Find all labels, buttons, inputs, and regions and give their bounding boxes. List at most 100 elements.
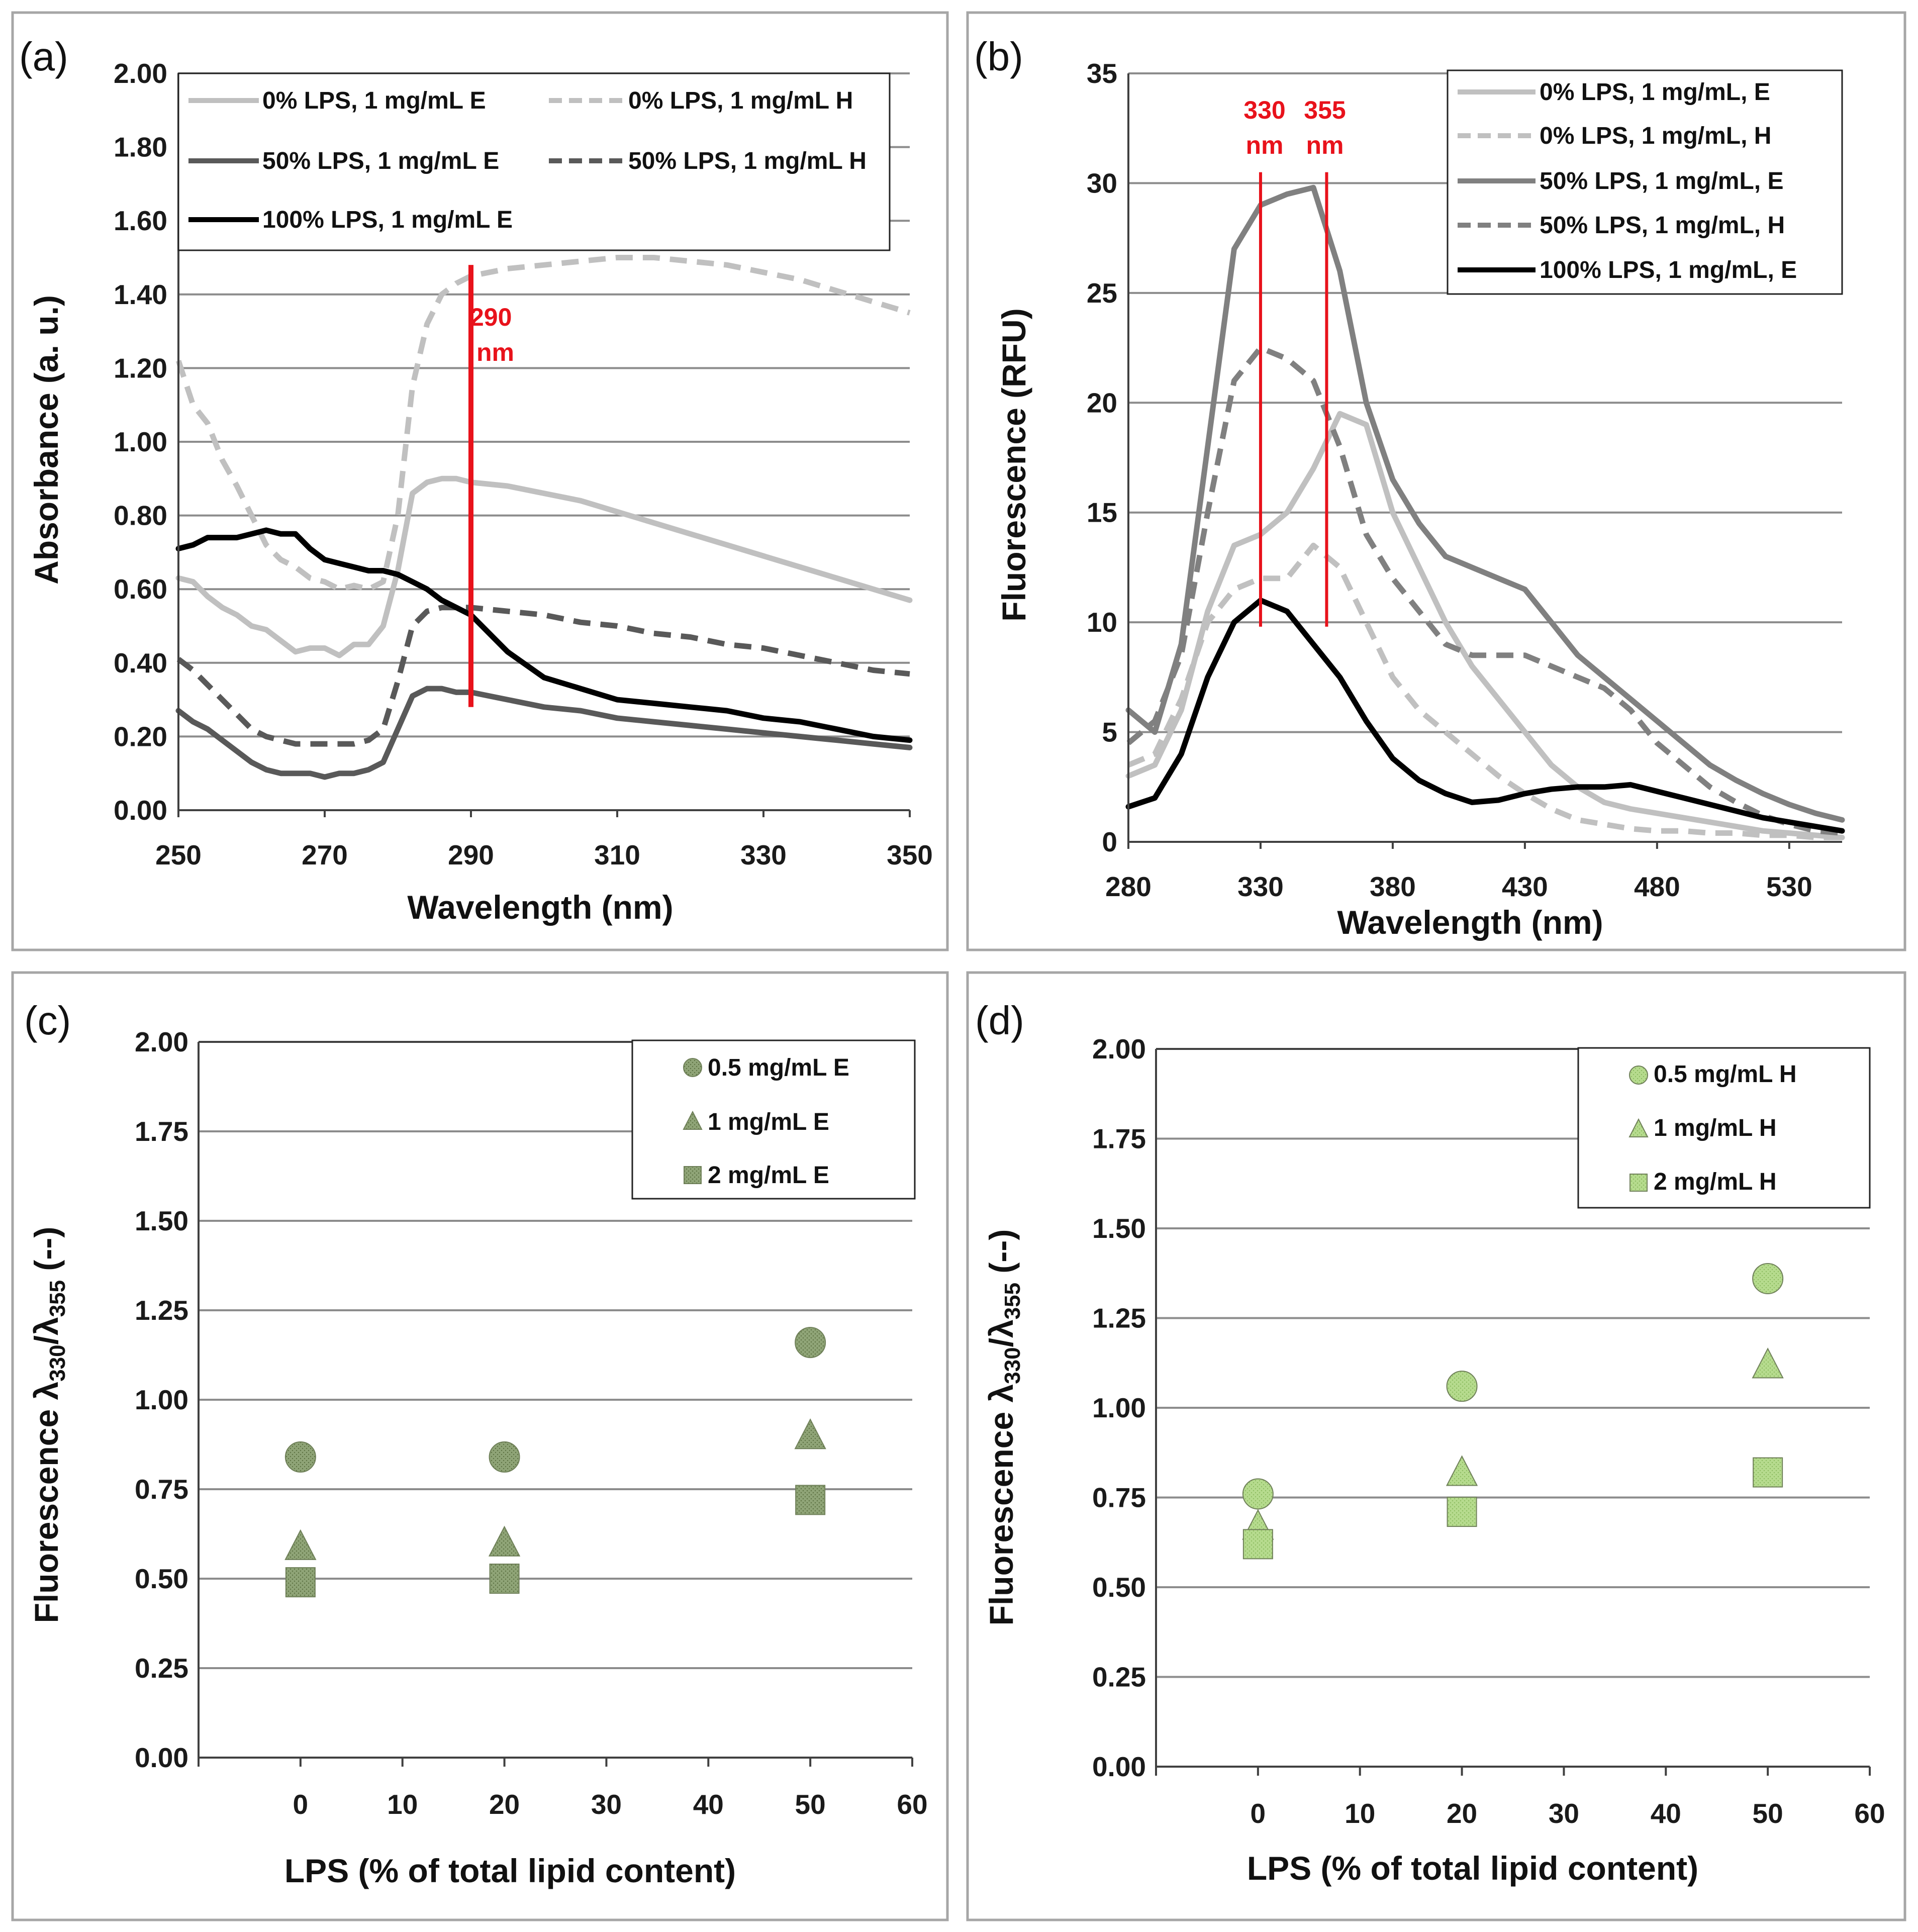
panel-a-ytick-0.40: 0.40	[114, 647, 167, 679]
panel-d-xtick-20: 20	[1447, 1798, 1477, 1829]
panel-d-axes	[1155, 1048, 1871, 1776]
panel-c-tick-labels: 0.00 0.25 0.50 0.75 1.00 1.25 1.50 1.75 2.00 0 10 2…	[135, 1026, 928, 1820]
panel-d-xtick-30: 30	[1549, 1798, 1579, 1829]
panel-d-point-square-2	[1753, 1457, 1783, 1488]
panel-d-y-label-sub2: 355	[1000, 1283, 1025, 1319]
panel-d-label: (d)	[975, 998, 1024, 1043]
panel-c-y-label-sub2: 355	[45, 1280, 70, 1317]
panel-a-legend: 0% LPS, 1 mg/mL E 0% LPS, 1 mg/mL H 50% …	[177, 72, 891, 251]
panel-b-ytick-5: 5	[1102, 717, 1117, 748]
panel-b-ytick-30: 30	[1087, 167, 1117, 199]
panel-d-ytick-1.75: 1.75	[1092, 1123, 1146, 1154]
panel-a-series-line-3	[176, 605, 910, 747]
panel-c-point-triangle-2	[794, 1418, 826, 1450]
panel-a-series	[175, 255, 913, 780]
panel-d-xtick-10: 10	[1345, 1798, 1375, 1829]
panel-c-point-circle-1	[489, 1441, 520, 1473]
panel-d: (d) 0.00 0.25 0.50 0.75 1.00 1.25 1.50 1.75 2.00…	[966, 971, 1906, 1921]
legend-label-1: 0% LPS, 1 mg/mL H	[628, 87, 853, 114]
panel-d-point-circle-0	[1242, 1478, 1274, 1510]
panel-d-ytick-1.50: 1.50	[1092, 1213, 1146, 1244]
panel-a-xtick-350: 350	[887, 839, 933, 871]
panel-b-series-line-0	[1125, 411, 1845, 840]
panel-b-series-line-2	[1125, 184, 1845, 823]
panel-d-ytick-1.25: 1.25	[1092, 1303, 1146, 1334]
panel-c-xtick-0: 0	[293, 1789, 309, 1820]
panel-d-point-square-1	[1447, 1497, 1477, 1527]
panel-b-ytick-20: 20	[1087, 387, 1117, 418]
panel-a-y-axis-label: Absorbance (a. u.)	[28, 295, 65, 585]
panel-d-point-circle-1	[1446, 1371, 1478, 1402]
panel-b-annotation-330-unit: nm	[1246, 131, 1284, 159]
panel-a-ytick-1.20: 1.20	[114, 352, 167, 383]
panel-a-series-line-0	[175, 475, 913, 658]
panel-c-ytick-1.25: 1.25	[135, 1295, 188, 1326]
panel-c-point-triangle-1	[488, 1525, 521, 1557]
panel-b-y-axis-label: Fluorescence (RFU)	[995, 308, 1032, 621]
panel-c-legend: 0.5 mg/mL E 1 mg/mL E 2 mg/mL E	[631, 1039, 916, 1200]
panel-d-y-label-end: (--)	[983, 1229, 1020, 1283]
panel-a-annotation-unit: nm	[476, 338, 514, 366]
panel-b-xtick-480: 480	[1634, 871, 1680, 902]
panel-d-points	[1242, 1263, 1784, 1560]
legend-label-3: 50% LPS, 1 mg/mL H	[628, 148, 867, 174]
panel-b-xtick-330: 330	[1237, 871, 1284, 902]
panel-d-xtick-40: 40	[1651, 1798, 1681, 1829]
panel-c-legend-marker-2	[684, 1166, 702, 1184]
panel-c-ytick-0.00: 0.00	[135, 1742, 188, 1773]
panel-d-xtick-0: 0	[1251, 1798, 1266, 1829]
panel-d-y-axis-label: Fluorescence λ330/λ355 (--)	[983, 1229, 1025, 1626]
legend-label-2: 50% LPS, 1 mg/mL E	[262, 148, 499, 174]
panel-b-marker-lines	[1259, 172, 1328, 627]
panel-c-point-circle-2	[795, 1327, 826, 1359]
panel-c-ytick-0.75: 0.75	[135, 1474, 188, 1505]
panel-a-x-axis-label: Wavelength (nm)	[407, 889, 673, 926]
panel-c-xtick-50: 50	[795, 1789, 826, 1820]
panel-a-legend-box	[177, 72, 891, 251]
legend-label-4: 100% LPS, 1 mg/mL E	[262, 207, 513, 233]
panel-a-ytick-0.20: 0.20	[114, 721, 167, 752]
legend-label-c2: 2 mg/mL E	[708, 1162, 829, 1189]
panel-b-xtick-430: 430	[1502, 871, 1548, 902]
panel-a-ytick-1.00: 1.00	[114, 426, 167, 457]
panel-a-series-line-4	[175, 527, 913, 743]
panel-d-y-label-main: Fluorescence λ	[983, 1384, 1020, 1626]
panel-a-ytick-0.00: 0.00	[114, 795, 167, 826]
panel-d-x-axis-label: LPS (% of total lipid content)	[1247, 1850, 1698, 1887]
panel-d-ytick-0.75: 0.75	[1092, 1482, 1146, 1513]
panel-c-legend-box	[631, 1039, 916, 1200]
panel-a-tick-labels: 0.00 0.20 0.40 0.60 0.80 1.00 1.20 1.40 1.60 1.80…	[114, 58, 933, 871]
panel-d-xtick-60: 60	[1854, 1798, 1885, 1829]
panel-c-xtick-10: 10	[387, 1789, 418, 1820]
panel-b-ytick-0: 0	[1102, 826, 1117, 857]
panel-a-ytick-0.60: 0.60	[114, 573, 167, 605]
panel-a-annotation-value: 290	[470, 303, 512, 331]
legend-label-b2: 50% LPS, 1 mg/mL, E	[1540, 168, 1783, 195]
panel-b-ytick-15: 15	[1087, 497, 1117, 528]
panel-d-point-circle-2	[1752, 1263, 1784, 1294]
panel-c-points	[284, 1327, 826, 1598]
panel-b-series-line-1	[1127, 542, 1842, 840]
legend-label-d1: 1 mg/mL H	[1654, 1115, 1777, 1141]
panel-b-annotation-355-value: 355	[1304, 96, 1346, 124]
panel-a-ytick-1.80: 1.80	[114, 132, 167, 163]
panel-b-series-line-4	[1125, 598, 1845, 834]
panel-c-point-square-1	[489, 1564, 520, 1594]
panel-a-xtick-310: 310	[594, 839, 640, 871]
panel-c-legend-marker-0	[683, 1058, 702, 1077]
panel-b: (b) 330 nm 355 nm 0 5 10 15 20 25 30 35 280 330 38…	[966, 11, 1906, 951]
panel-d-ytick-0.00: 0.00	[1092, 1751, 1146, 1782]
panel-c-y-label-sep: /λ	[28, 1317, 65, 1344]
panel-d-ytick-1.00: 1.00	[1092, 1392, 1146, 1423]
panel-d-point-square-0	[1242, 1529, 1273, 1560]
panel-a-xtick-330: 330	[740, 839, 787, 871]
panel-b-xtick-530: 530	[1766, 871, 1812, 902]
panel-b-xtick-380: 380	[1370, 871, 1416, 902]
panel-c: (c) 0.00 0.25 0.50 0.75 1.00 1.25 1.50 1.75 2.00…	[11, 971, 949, 1921]
panel-c-y-label-end: (--)	[28, 1227, 65, 1280]
legend-label-d2: 2 mg/mL H	[1654, 1169, 1777, 1195]
panel-a-series-line-2	[175, 686, 913, 780]
panel-b-series-line-3	[1126, 345, 1843, 836]
panel-b-axes	[1127, 73, 1842, 849]
